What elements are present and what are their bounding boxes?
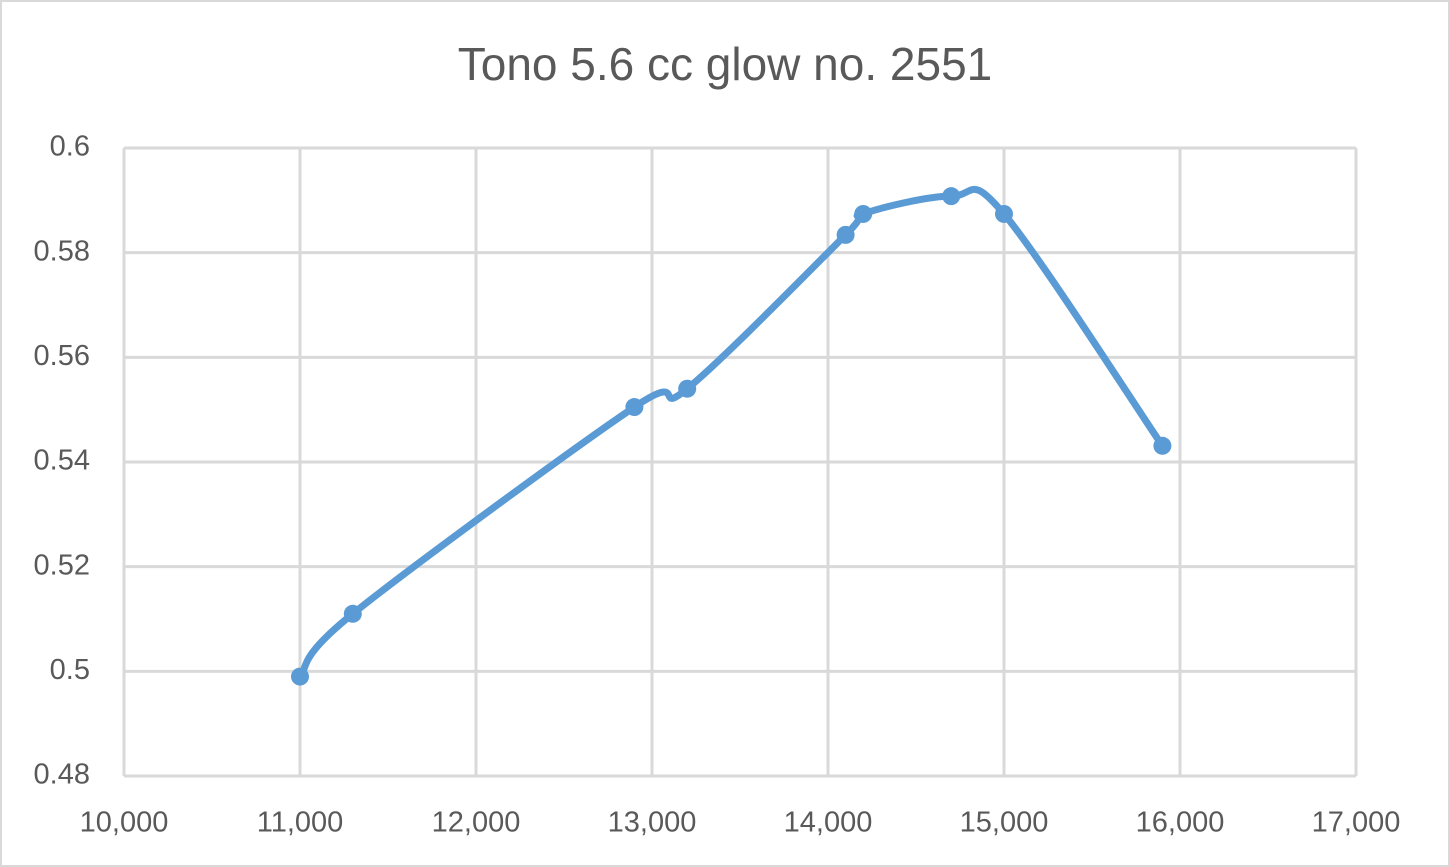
- marker: [1153, 436, 1172, 455]
- x-tick-label: 14,000: [784, 807, 873, 839]
- y-tick-label: 0.6: [50, 131, 90, 163]
- chart-title: Tono 5.6 cc glow no. 2551: [458, 38, 992, 90]
- marker: [678, 379, 697, 398]
- marker: [291, 667, 309, 686]
- marker: [343, 604, 362, 623]
- y-tick-label: 0.56: [34, 340, 90, 372]
- x-tick-label: 12,000: [432, 807, 521, 839]
- y-tick-label: 0.48: [34, 759, 90, 791]
- y-tick-label: 0.54: [34, 445, 90, 477]
- x-tick-label: 17,000: [1312, 807, 1401, 839]
- marker: [836, 225, 855, 244]
- marker: [625, 398, 644, 417]
- y-tick-label: 0.5: [50, 654, 90, 686]
- y-tick-label: 0.52: [34, 549, 90, 581]
- marker: [995, 204, 1013, 223]
- x-tick-label: 15,000: [960, 807, 1049, 839]
- marker: [942, 187, 961, 206]
- marker: [854, 204, 873, 223]
- x-tick-label: 16,000: [1136, 807, 1225, 839]
- y-tick-label: 0.58: [34, 235, 90, 267]
- x-tick-label: 13,000: [608, 807, 697, 839]
- x-tick-label: 10,000: [80, 807, 169, 839]
- x-tick-label: 11,000: [257, 807, 344, 839]
